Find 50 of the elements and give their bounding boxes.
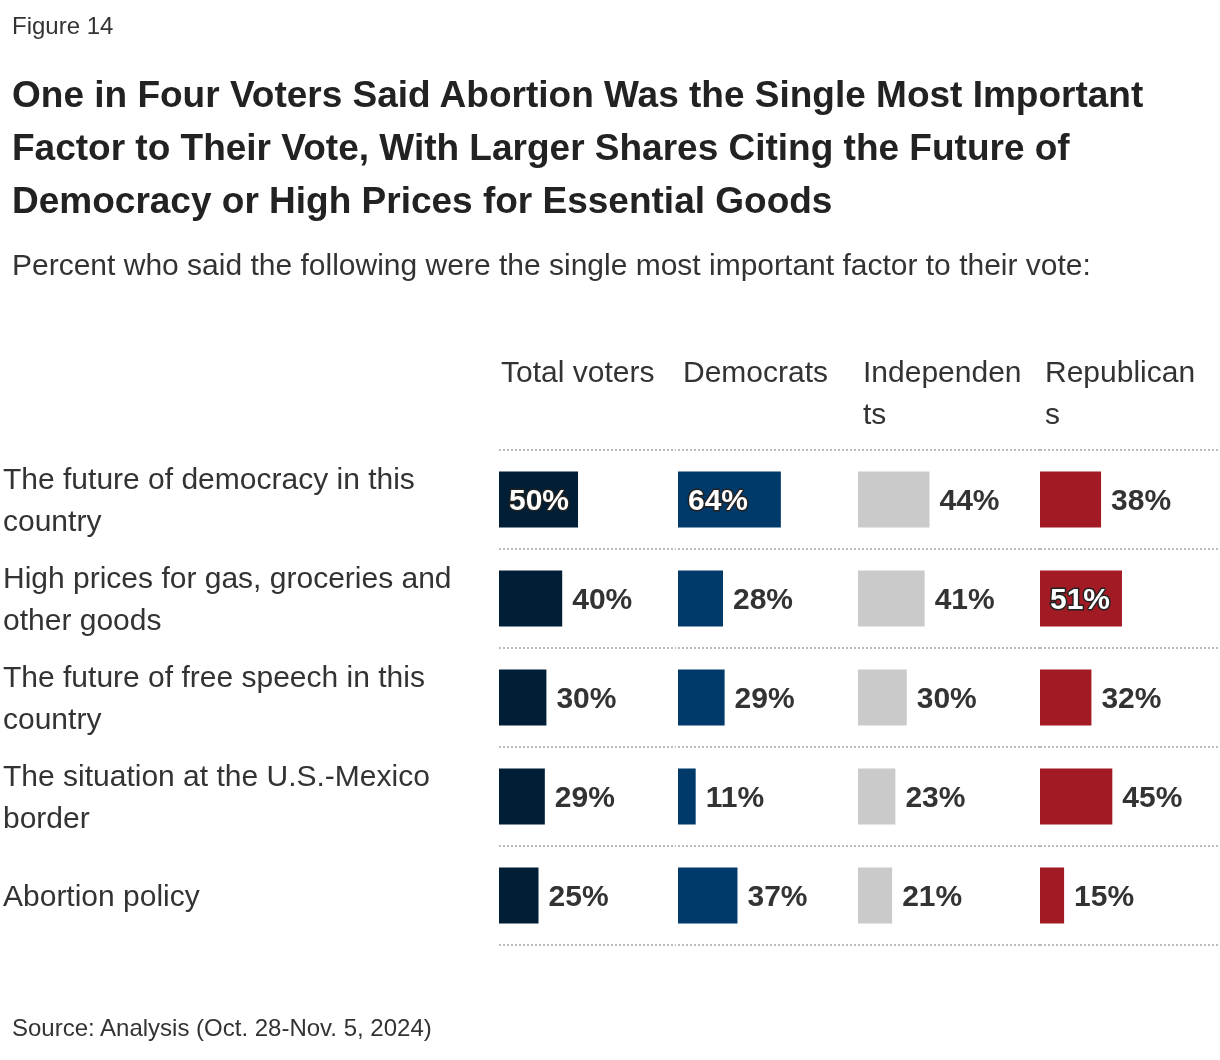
data-label: 50% <box>509 483 570 516</box>
bar <box>858 570 925 627</box>
bar <box>499 669 547 726</box>
y-tick-label: High prices for gas, groceries and other goods <box>3 561 460 636</box>
caption: Figure 14 <box>12 12 114 40</box>
x-axis-title: Independents <box>863 354 1022 430</box>
data-label: 41% <box>934 582 995 615</box>
bar <box>858 669 907 726</box>
data-label: 29% <box>554 780 615 813</box>
bar <box>678 570 723 627</box>
y-tick-label: The future of free speech in this country <box>3 660 434 735</box>
x-axis-title: Republicans <box>1045 354 1196 430</box>
data-label: 38% <box>1111 483 1172 516</box>
data-label: 51% <box>1050 582 1111 615</box>
bar <box>678 867 738 924</box>
bar <box>858 471 930 528</box>
data-label: 37% <box>747 879 808 912</box>
x-axis-title: Democrats <box>683 354 829 388</box>
data-label: 15% <box>1074 879 1135 912</box>
data-label: 11% <box>705 780 765 813</box>
source-note: Source: Analysis (Oct. 28-Nov. 5, 2024) <box>12 1014 432 1042</box>
chart-title: One in Four Voters Said Abortion Was the Single Most Important Factor to Their Vote, With Larger Shares Citing the Future of Democracy or High Prices for Essential Goods <box>12 73 1145 223</box>
bar <box>499 768 545 825</box>
bar <box>499 570 563 627</box>
y-tick-label: Abortion policy <box>3 879 200 912</box>
data-label: 21% <box>902 879 963 912</box>
bar <box>858 867 893 924</box>
y-tick-label: The situation at the U.S.-Mexico border <box>3 759 439 834</box>
y-tick-label: The future of democracy in this country <box>3 462 424 537</box>
bar <box>499 867 539 924</box>
data-label: 40% <box>572 582 633 615</box>
bar <box>678 768 696 825</box>
x-axis-title: Total voters <box>501 354 655 388</box>
data-label: 28% <box>733 582 794 615</box>
data-label: 32% <box>1101 681 1162 714</box>
bar <box>1040 471 1102 528</box>
data-label: 30% <box>916 681 977 714</box>
bar <box>858 768 896 825</box>
bar <box>1040 669 1092 726</box>
bar <box>1040 768 1113 825</box>
data-label: 64% <box>688 483 749 516</box>
data-label: 30% <box>556 681 617 714</box>
bar <box>678 669 725 726</box>
data-label: 25% <box>548 879 609 912</box>
bar <box>1040 867 1065 924</box>
chart-subtitle: Percent who said the following were the single most important factor to their vote: <box>12 247 1092 283</box>
data-label: 45% <box>1122 780 1183 813</box>
data-label: 29% <box>734 681 795 714</box>
data-label: 44% <box>939 483 1000 516</box>
data-label: 23% <box>905 780 966 813</box>
